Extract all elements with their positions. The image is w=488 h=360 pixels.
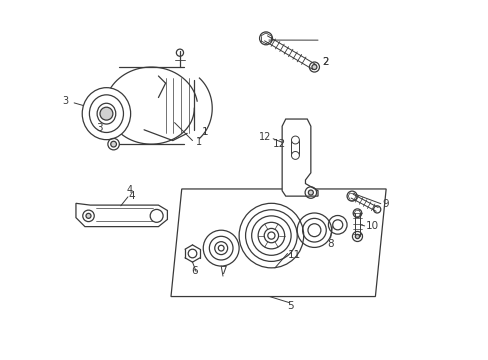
Text: 10: 10 — [365, 221, 378, 230]
Circle shape — [311, 64, 316, 69]
Text: 2: 2 — [322, 57, 328, 67]
Polygon shape — [76, 203, 167, 226]
Circle shape — [308, 190, 313, 195]
Text: 6: 6 — [191, 266, 197, 276]
Ellipse shape — [82, 87, 130, 140]
Text: 9: 9 — [382, 199, 388, 210]
Text: 11: 11 — [287, 250, 301, 260]
Circle shape — [86, 213, 91, 219]
Text: 4: 4 — [128, 191, 134, 201]
Ellipse shape — [291, 136, 299, 144]
Polygon shape — [282, 119, 317, 196]
Circle shape — [110, 141, 116, 147]
Text: 7: 7 — [219, 266, 226, 276]
Text: 1: 1 — [201, 127, 208, 136]
Text: 1: 1 — [196, 138, 202, 147]
Circle shape — [355, 234, 359, 239]
Text: 12: 12 — [272, 139, 285, 149]
Text: 3: 3 — [62, 96, 69, 106]
Polygon shape — [171, 189, 386, 297]
Text: 3: 3 — [96, 123, 102, 133]
Circle shape — [100, 107, 113, 120]
Text: 2: 2 — [322, 57, 328, 67]
Text: 5: 5 — [286, 301, 293, 311]
Text: 4: 4 — [126, 185, 133, 195]
Ellipse shape — [291, 152, 299, 159]
Text: 12: 12 — [259, 132, 271, 142]
Text: 8: 8 — [326, 239, 333, 249]
